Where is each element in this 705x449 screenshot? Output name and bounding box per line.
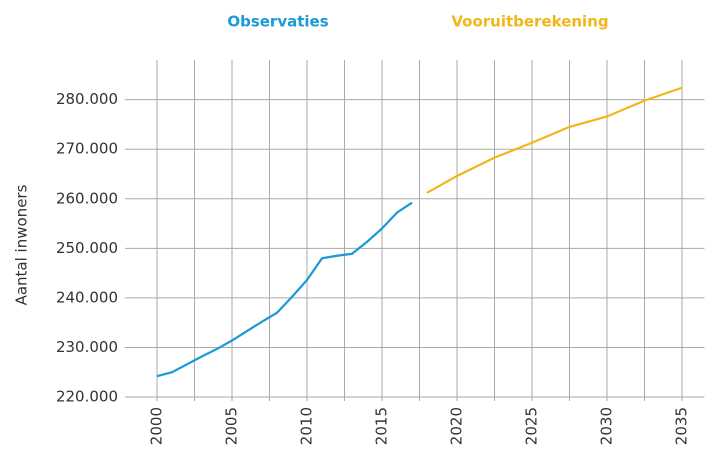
x-tick-label: 2000 [148, 407, 166, 445]
y-tick-label: 250.000 [56, 239, 118, 257]
y-tick-label: 220.000 [56, 388, 118, 406]
y-axis-label: Aantal inwoners [13, 184, 31, 305]
x-tick-label: 2030 [598, 407, 616, 445]
y-tick-label: 260.000 [56, 189, 118, 207]
legend-label: Vooruitberekening [451, 13, 608, 31]
y-tick-label: 280.000 [56, 90, 118, 108]
x-tick-label: 2005 [223, 407, 241, 445]
x-tick-label: 2035 [673, 407, 691, 445]
x-tick-label: 2025 [523, 407, 541, 445]
x-tick-label: 2015 [373, 407, 391, 445]
line-series [426, 86, 683, 194]
x-tick-label: 2010 [298, 407, 316, 445]
y-tick-label: 230.000 [56, 338, 118, 356]
x-tick-label: 2020 [448, 407, 466, 445]
legend-label: Observaties [227, 13, 328, 31]
y-tick-label: 240.000 [56, 288, 118, 306]
line-series [156, 201, 413, 378]
y-tick-label: 270.000 [56, 140, 118, 158]
